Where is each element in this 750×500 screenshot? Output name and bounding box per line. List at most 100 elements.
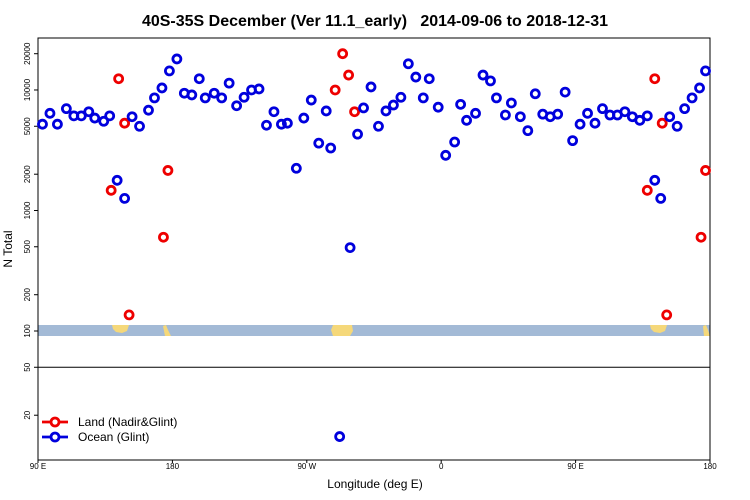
data-point [52,118,63,130]
data-point [105,184,117,196]
data-point [276,118,287,130]
data-point [656,117,668,129]
data-point [44,107,56,119]
data-point [655,192,667,204]
data-point [388,99,399,111]
data-point [470,107,481,119]
data-point [281,117,293,129]
data-point [514,111,526,123]
y-tick-label: 50 [23,362,32,371]
data-point [113,73,125,85]
data-point [216,92,228,104]
data-point [83,106,95,118]
y-tick-label: 20 [23,410,32,419]
x-tick-label: 90 E [30,462,46,471]
data-point [402,58,414,70]
data-point [440,149,452,161]
x-tick-label: 180 [703,462,717,471]
data-point [126,111,138,123]
data-point [158,231,169,243]
data-point [325,142,337,154]
data-point [60,103,72,115]
x-tick-label: 180 [166,462,180,471]
data-point [619,106,631,118]
data-point [395,91,407,103]
data-point [123,309,135,321]
y-tick-label: 2000 [23,165,32,183]
data-point [597,103,608,115]
data-point [98,115,110,127]
data-point [373,120,384,132]
data-point [700,65,711,77]
data-point [313,137,325,149]
data-point [491,92,502,104]
data-point [343,69,355,81]
data-point [529,88,541,100]
data-point [337,48,349,60]
data-point [156,82,168,94]
y-tick-label: 20000 [23,42,32,65]
legend-swatch [49,431,61,443]
data-point [500,109,511,121]
data-point [649,174,661,186]
data-point [410,71,422,83]
data-point [485,75,496,87]
data-point [253,83,265,95]
data-point [164,65,175,77]
legend-swatch [49,416,61,428]
x-tick-label: 90 W [297,462,316,471]
data-point [37,118,48,130]
data-point [417,92,429,104]
data-point [574,118,586,130]
data-point [432,101,444,113]
data-point [349,106,360,118]
plot-frame [37,37,711,461]
data-point [238,91,250,103]
land-shape [112,325,129,333]
data-point [505,97,517,109]
data-point [334,431,346,442]
y-tick-label: 10000 [23,78,32,101]
y-tick-label: 500 [23,240,32,254]
data-point [111,174,123,186]
data-point [552,108,564,120]
data-point [664,111,676,123]
data-point [365,81,377,93]
data-point [208,87,220,99]
data-point [231,100,243,112]
legend-label: Land (Nadir&Glint) [78,415,177,429]
data-point [380,105,392,117]
data-point [162,165,174,176]
data-point [268,106,280,118]
data-point [695,231,707,243]
data-point [423,73,435,85]
data-point [686,92,698,104]
data-point [694,82,705,94]
data-point [223,77,235,89]
data-point [352,128,363,140]
data-point [649,73,661,85]
data-point [641,110,653,122]
data-point [199,92,211,104]
data-point [298,112,310,124]
data-point [449,136,461,148]
data-point [104,110,116,122]
land-shape [650,325,667,333]
chart-title: 40S-35S December (Ver 11.1_early) 2014-0… [142,13,608,30]
land-strip [38,325,710,336]
data-point [320,105,332,117]
data-point [634,114,646,126]
data-point [641,184,653,196]
data-point [358,102,369,114]
data-point [522,125,534,137]
data-point [89,112,101,124]
data-point [477,69,489,81]
legend-label: Ocean (Glint) [78,430,149,444]
y-tick-label: 100 [23,324,32,338]
data-point [171,53,183,65]
y-tick-label: 1000 [23,201,32,219]
data-point [344,242,356,254]
data-point [329,84,341,96]
data-point [186,89,198,101]
data-point [582,107,593,119]
